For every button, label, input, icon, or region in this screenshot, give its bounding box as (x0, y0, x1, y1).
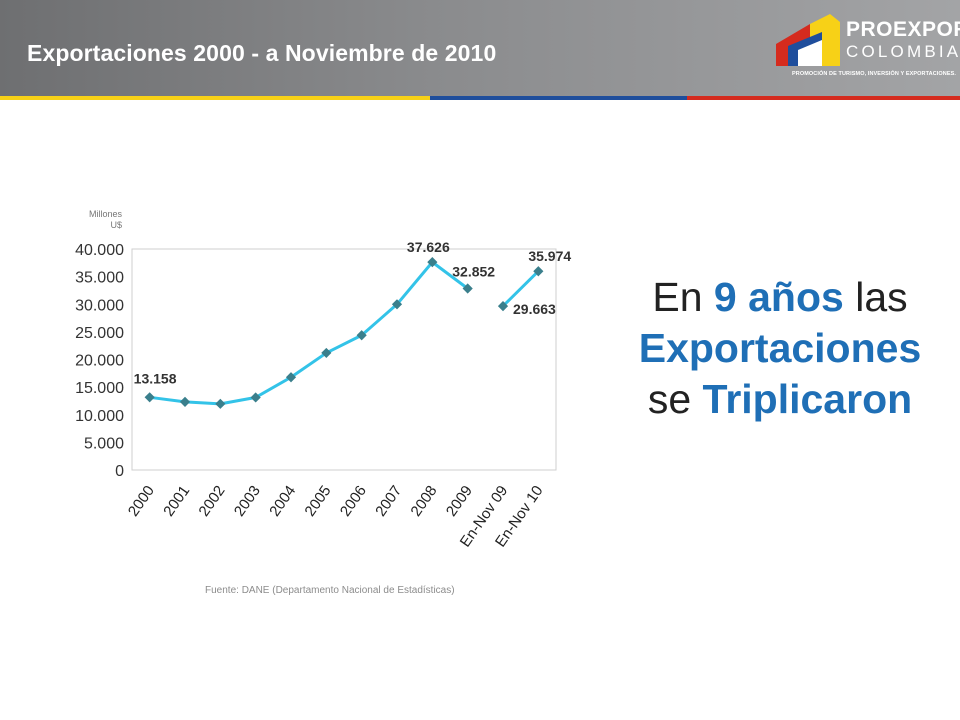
logo-tagline: PROMOCIÓN DE TURISMO, INVERSIÓN Y EXPORT… (792, 71, 957, 77)
x-tick-label: 2001 (160, 483, 193, 520)
slide-title: Exportaciones 2000 - a Noviembre de 2010 (27, 40, 497, 66)
x-tick-label: 2000 (125, 483, 158, 520)
x-tick-label: 2003 (231, 483, 264, 520)
y-tick-label: 20.000 (75, 353, 124, 370)
data-point-marker (250, 392, 261, 403)
data-label: 37.626 (407, 239, 450, 255)
y-tick-label: 10.000 (75, 408, 124, 425)
y-tick-label: 30.000 (75, 297, 124, 314)
statement-text: las (843, 274, 908, 320)
x-tick-label: 2009 (443, 483, 476, 520)
x-tick-label: 2004 (266, 483, 299, 520)
unit-label-currency: U$ (110, 220, 122, 230)
data-label: 13.158 (134, 370, 177, 386)
statement-line-3: se Triplicaron (610, 374, 950, 425)
data-label: 29.663 (513, 301, 556, 317)
flag-stripe (0, 96, 960, 100)
series-line (501, 270, 540, 308)
data-point-marker (215, 398, 226, 409)
proexport-logo: PROEXPORT COLOMBIA PROMOCIÓN DE TURISMO,… (770, 14, 960, 84)
data-point-marker (321, 347, 332, 359)
data-point-marker (285, 372, 297, 383)
statement-text: En (652, 274, 714, 320)
x-tick-label: 2006 (337, 483, 370, 520)
statement-highlight-years: 9 años (713, 274, 844, 320)
y-tick-label: 15.000 (75, 380, 124, 397)
data-point-marker (144, 392, 155, 403)
slide-header: Exportaciones 2000 - a Noviembre de 2010… (0, 0, 960, 96)
x-tick-label: 2002 (196, 483, 229, 520)
statement-text: se (647, 376, 703, 422)
data-point-marker (179, 396, 191, 407)
data-label: 32.852 (452, 263, 495, 279)
logo-mark-icon (776, 14, 840, 66)
data-point-marker (462, 283, 473, 294)
data-point-marker (427, 257, 438, 268)
statement-line-1: En 9 años las (610, 272, 950, 323)
x-tick-label: 2005 (302, 483, 335, 520)
plot-area-frame (131, 248, 557, 471)
stripe-red (687, 96, 960, 100)
y-tick-label: 0 (115, 463, 124, 480)
series-line (149, 260, 469, 406)
key-statement: En 9 años las Exportaciones se Triplicar… (610, 272, 950, 425)
unit-label: Millones (89, 209, 123, 219)
data-point-marker (533, 266, 544, 277)
x-tick-label: 2007 (372, 483, 405, 520)
logo-country: COLOMBIA (846, 42, 960, 61)
data-point-marker (391, 299, 403, 310)
data-label: 35.974 (528, 248, 571, 264)
logo-name: PROEXPORT (846, 18, 960, 41)
statement-line-2: Exportaciones (638, 325, 922, 371)
y-tick-label: 5.000 (84, 435, 124, 452)
x-tick-label: 2008 (408, 483, 441, 520)
stripe-yellow (0, 96, 430, 100)
data-source: Fuente: DANE (Departamento Nacional de E… (205, 585, 455, 596)
y-tick-label: 35.000 (75, 270, 124, 287)
y-tick-label: 25.000 (75, 325, 124, 342)
y-tick-label: 40.000 (75, 242, 124, 259)
data-point-marker (497, 301, 509, 312)
stripe-blue (430, 96, 687, 100)
statement-highlight-verb: Triplicaron (702, 376, 913, 422)
